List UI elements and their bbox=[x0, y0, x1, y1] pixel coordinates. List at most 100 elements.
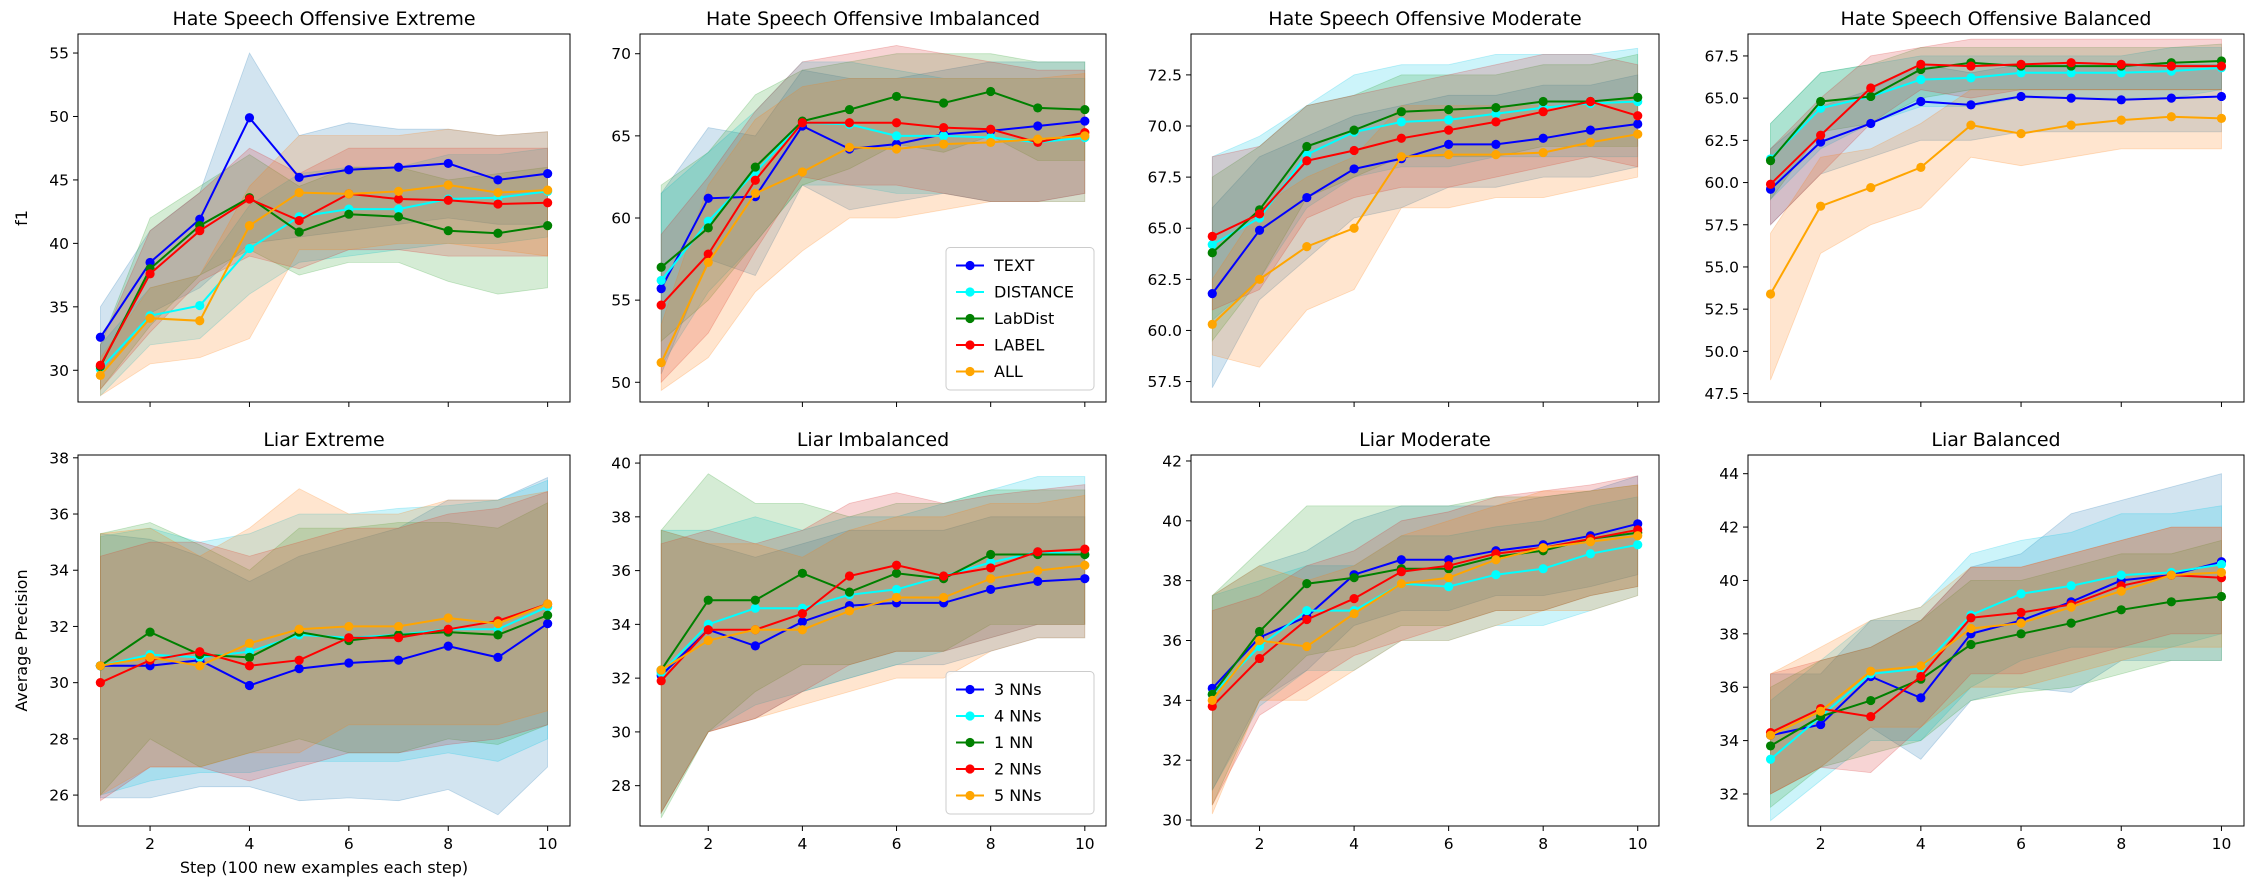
point-all-8 bbox=[1538, 147, 1548, 158]
series-line-text bbox=[1211, 123, 1638, 295]
point-text-2 bbox=[145, 257, 155, 268]
point-text-5 bbox=[294, 172, 304, 182]
band-3-nns bbox=[1211, 475, 1639, 791]
point-3-nns-8 bbox=[443, 641, 453, 651]
point-2-nns-5 bbox=[294, 655, 304, 665]
point-all-10 bbox=[543, 185, 553, 195]
point-1-nn-4 bbox=[797, 568, 807, 578]
point-label-5 bbox=[1396, 133, 1406, 143]
point-all-8 bbox=[986, 137, 996, 148]
band-distance bbox=[1770, 47, 2222, 201]
point-text-4 bbox=[244, 113, 255, 123]
band-1-nn bbox=[1770, 539, 2222, 809]
point-labdist-6 bbox=[1444, 105, 1454, 115]
point-text-7 bbox=[2066, 93, 2076, 103]
point-5-nns-2 bbox=[145, 652, 155, 662]
y-tick-label: 38 bbox=[1162, 572, 1182, 590]
point-all-2 bbox=[1254, 274, 1265, 284]
point-labdist-10 bbox=[1080, 104, 1090, 115]
point-4-nns-6 bbox=[2016, 589, 2026, 599]
point-5-nns-1 bbox=[1207, 695, 1217, 705]
chart-title: Liar Moderate bbox=[1359, 429, 1491, 451]
point-5-nns-10 bbox=[543, 599, 553, 609]
series-line-1-nn bbox=[1769, 595, 2222, 747]
series-line-4-nns bbox=[1769, 563, 2222, 761]
legend-label-text: TEXT bbox=[993, 256, 1035, 275]
series-line-3-nns bbox=[1211, 522, 1638, 690]
point-label-3 bbox=[1866, 83, 1876, 93]
series-line-all bbox=[1211, 133, 1638, 326]
point-text-10 bbox=[2216, 91, 2227, 102]
point-all-5 bbox=[844, 142, 855, 152]
point-5-nns-1 bbox=[95, 661, 105, 671]
point-5-nns-4 bbox=[1349, 608, 1359, 619]
point-all-6 bbox=[2016, 128, 2026, 139]
point-labdist-6 bbox=[344, 209, 354, 219]
band-label bbox=[100, 147, 548, 391]
point-label-7 bbox=[2066, 58, 2076, 68]
point-text-6 bbox=[344, 165, 354, 175]
point-labdist-5 bbox=[1396, 107, 1406, 117]
y-tick-label: 65.0 bbox=[1147, 220, 1182, 238]
point-text-1 bbox=[95, 332, 105, 342]
y-tick-label: 35 bbox=[49, 298, 69, 316]
point-5-nns-10 bbox=[1633, 531, 1643, 541]
point-2-nns-5 bbox=[844, 571, 855, 581]
point-label-6 bbox=[1444, 125, 1454, 135]
point-1-nn-3 bbox=[1302, 579, 1312, 589]
point-all-2 bbox=[703, 257, 713, 267]
x-tick-label: 4 bbox=[245, 835, 255, 853]
point-text-7 bbox=[1491, 139, 1501, 149]
point-3-nns-4 bbox=[797, 617, 807, 627]
x-tick-label: 8 bbox=[2116, 835, 2126, 853]
legend-box bbox=[945, 671, 1095, 815]
point-distance-7 bbox=[2066, 68, 2076, 78]
point-3-nns-3 bbox=[750, 641, 760, 651]
point-labdist-2 bbox=[703, 223, 713, 233]
point-label-4 bbox=[244, 194, 255, 204]
x-tick-label: 10 bbox=[2212, 835, 2232, 853]
point-5-nns-3 bbox=[1866, 666, 1876, 676]
band-labdist bbox=[100, 154, 548, 391]
legend-label-label: LABEL bbox=[994, 336, 1044, 355]
point-label-2 bbox=[1816, 130, 1826, 140]
y-tick-label: 50 bbox=[49, 108, 69, 126]
point-label-9 bbox=[2166, 61, 2176, 71]
point-2-nns-3 bbox=[1866, 711, 1876, 722]
point-all-6 bbox=[344, 189, 354, 199]
axes-frame bbox=[639, 454, 1107, 827]
point-1-nn-3 bbox=[1866, 695, 1876, 706]
y-tick-label: 47.5 bbox=[1704, 385, 1739, 403]
point-5-nns-6 bbox=[1444, 573, 1454, 583]
point-labdist-1 bbox=[1207, 248, 1217, 258]
chart-title: Hate Speech Offensive Balanced bbox=[1841, 8, 2152, 30]
plot-area bbox=[1765, 473, 2227, 822]
point-1-nn-4 bbox=[244, 652, 255, 662]
band-label bbox=[1770, 38, 2222, 226]
point-label-8 bbox=[443, 195, 453, 205]
series-line-label bbox=[660, 121, 1086, 306]
point-all-1 bbox=[1207, 319, 1217, 329]
point-2-nns-3 bbox=[195, 647, 205, 657]
y-tick-label: 40 bbox=[1719, 572, 1739, 590]
x-tick-label: 8 bbox=[1538, 835, 1548, 853]
y-tick-label: 60.0 bbox=[1147, 322, 1182, 340]
band-labdist bbox=[1211, 53, 1639, 342]
chart-panel-1: 30 35 40 45 50 55 Hate Speech Offensive Extrem… bbox=[12, 8, 571, 407]
point-4-nns-3 bbox=[750, 603, 760, 613]
point-text-2 bbox=[1254, 225, 1265, 235]
point-text-3 bbox=[1302, 192, 1312, 203]
point-1-nn-4 bbox=[1349, 573, 1359, 583]
point-labdist-8 bbox=[1538, 96, 1548, 107]
point-labdist-9 bbox=[1033, 103, 1043, 113]
point-label-9 bbox=[493, 199, 503, 209]
band-all bbox=[1211, 94, 1639, 368]
legend-marker-3-nns bbox=[965, 684, 975, 695]
x-tick-label: 10 bbox=[1628, 835, 1648, 853]
band-5-nns bbox=[100, 488, 548, 796]
series-line-label bbox=[1211, 100, 1638, 238]
point-text-6 bbox=[2016, 91, 2026, 102]
point-label-9 bbox=[1585, 96, 1596, 107]
legend-label-all: ALL bbox=[994, 362, 1023, 381]
